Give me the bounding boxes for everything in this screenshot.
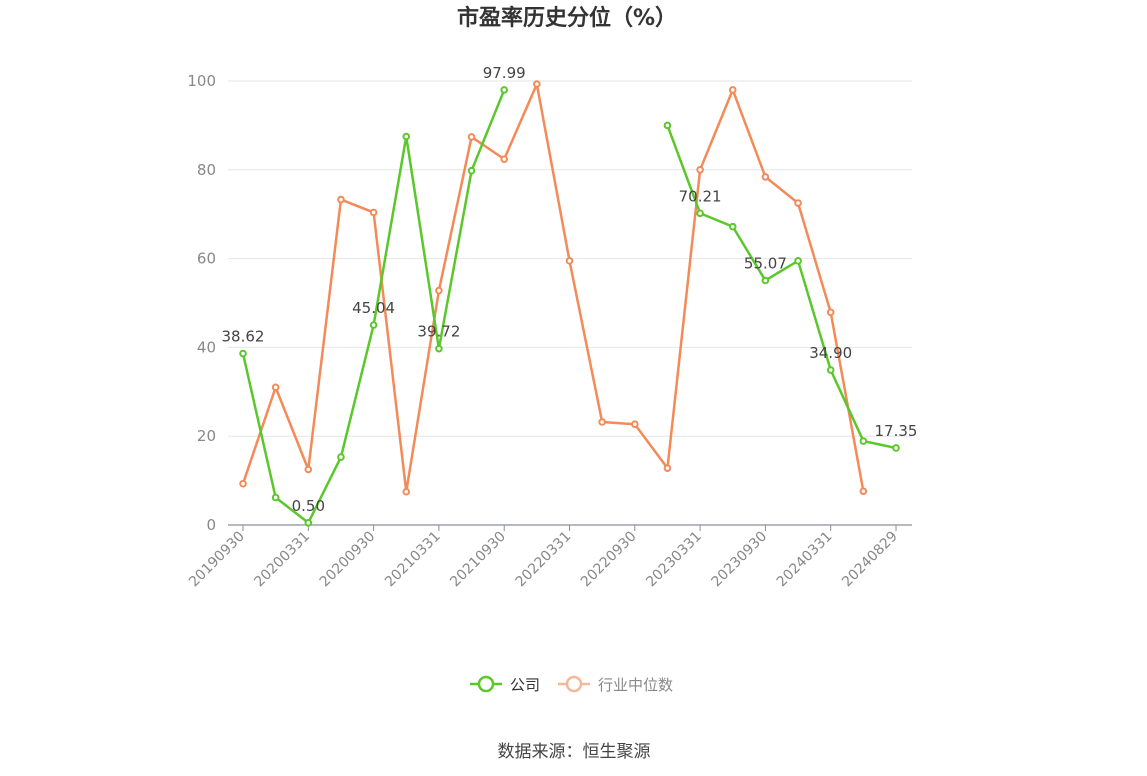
data-label: 0.50: [292, 497, 325, 515]
series-point-0: [369, 321, 378, 329]
data-label: 45.04: [352, 299, 395, 317]
y-tick-label: 0: [206, 516, 216, 534]
series-point-1: [794, 199, 802, 207]
series-point-0: [500, 86, 509, 94]
legend-label-1: 行业中位数: [598, 676, 673, 694]
series-point-0: [435, 344, 443, 353]
series-point-0: [892, 444, 900, 452]
series-point-0: [271, 493, 280, 502]
y-tick-label: 20: [197, 427, 216, 445]
data-label: 34.90: [809, 344, 852, 362]
y-tick-label: 80: [197, 161, 216, 179]
x-tick-label: 20220331: [513, 529, 575, 591]
series-point-1: [337, 195, 345, 204]
series-point-1: [696, 166, 704, 174]
series-point-1: [369, 208, 378, 217]
x-tick-label: 20230331: [643, 529, 705, 591]
data-label: 39.72: [417, 323, 460, 341]
data-label: 38.62: [222, 328, 265, 346]
series-point-0: [794, 257, 802, 265]
y-tick-label: 40: [197, 338, 216, 356]
series-point-0: [663, 121, 672, 130]
x-tick-label: 20190930: [186, 529, 248, 591]
chart-title: 市盈率历史分位（%）: [457, 5, 677, 31]
x-tick-label: 20240331: [774, 529, 836, 591]
series-point-1: [598, 418, 606, 426]
x-tick-label: 20210331: [382, 529, 444, 591]
x-tick-label: 20220930: [578, 529, 640, 591]
series-point-0: [728, 222, 737, 231]
series-point-0: [239, 349, 247, 358]
series-point-1: [402, 487, 411, 496]
series-point-0: [467, 166, 476, 175]
legend[interactable]: 公司 行业中位数: [470, 675, 673, 694]
series-point-0: [761, 276, 770, 285]
legend-label-0: 公司: [510, 676, 540, 694]
series-point-1: [500, 155, 509, 163]
source-note: 数据来源：恒生聚源: [498, 742, 651, 762]
series-point-1: [663, 464, 672, 472]
data-label: 97.99: [483, 64, 526, 82]
series-point-1: [859, 487, 868, 496]
series-point-0: [826, 366, 835, 374]
x-tick-label: 20210930: [447, 529, 509, 591]
series-point-1: [435, 286, 443, 295]
x-tick-label: 20200930: [317, 529, 379, 591]
series-point-1: [761, 173, 770, 181]
series-line-1: [241, 82, 865, 493]
data-label: 17.35: [875, 422, 918, 440]
series-point-1: [271, 383, 280, 392]
series-point-0: [402, 132, 411, 141]
series-point-0: [337, 453, 345, 461]
data-labels: 38.62 0.50 45.04 39.72 97.99 70.21 55.07 34.90 1…: [222, 64, 918, 515]
legend-marker-0: [477, 675, 495, 693]
series-point-1: [533, 80, 541, 88]
data-label: 55.07: [744, 254, 787, 272]
series-point-0: [696, 209, 704, 218]
legend-marker-1: [565, 675, 583, 693]
series-point-1: [239, 479, 247, 488]
y-tick-label: 100: [187, 72, 216, 90]
series-point-1: [826, 308, 835, 317]
x-tick-label: 20230930: [709, 529, 771, 591]
series-point-1: [565, 257, 574, 265]
data-label: 70.21: [679, 187, 722, 205]
series-point-1: [304, 465, 313, 474]
series-point-1: [728, 86, 737, 94]
series-point-0: [859, 437, 868, 445]
series-point-0: [304, 518, 313, 527]
y-tick-label: 60: [197, 250, 216, 268]
x-tick-label: 20240829: [839, 529, 901, 591]
series-point-1: [631, 420, 639, 429]
series-layer: [239, 80, 900, 527]
x-tick-label: 20200331: [251, 529, 313, 591]
series-point-1: [467, 133, 476, 141]
